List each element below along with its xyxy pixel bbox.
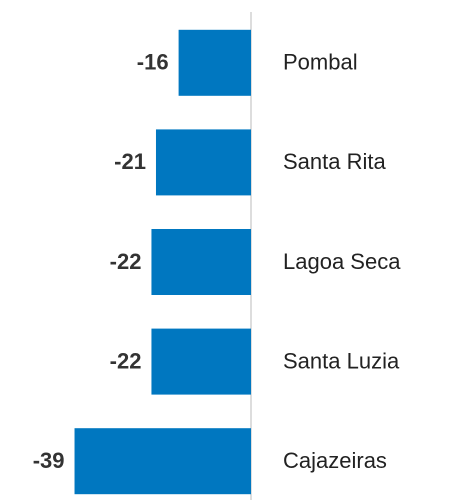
value-label: -22 [110,348,142,373]
value-label: -16 [137,50,169,75]
bar [155,129,251,196]
category-label: Pombal [283,50,358,75]
category-label: Lagoa Seca [283,249,401,274]
category-label: Santa Luzia [283,348,400,373]
category-label: Santa Rita [283,149,386,174]
value-label: -22 [110,249,142,274]
value-label: -21 [114,149,146,174]
bar [151,328,251,395]
bar [178,29,251,96]
category-label: Cajazeiras [283,448,387,473]
bar [151,229,251,295]
value-label: -39 [33,448,65,473]
bar [74,428,252,495]
